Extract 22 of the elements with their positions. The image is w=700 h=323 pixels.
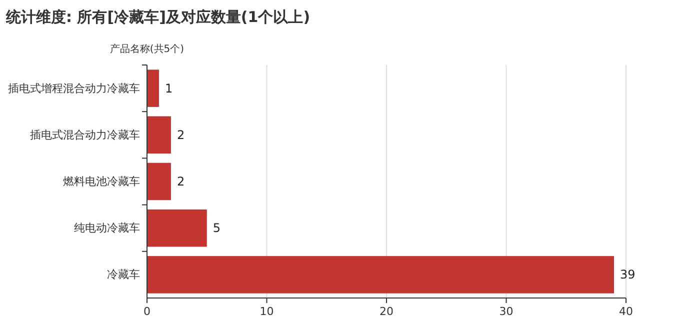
bar bbox=[147, 256, 614, 294]
x-tick-label: 0 bbox=[144, 305, 150, 318]
x-tick-label: 20 bbox=[380, 305, 394, 318]
bar bbox=[147, 116, 171, 154]
x-tick-label: 40 bbox=[619, 305, 633, 318]
y-axis-title: 产品名称(共5个) bbox=[110, 43, 184, 55]
y-tick-label: 插电式增程混合动力冷藏车 bbox=[8, 82, 140, 95]
data-label: 5 bbox=[212, 221, 221, 236]
y-tick-label: 燃料电池冷藏车 bbox=[63, 175, 140, 188]
x-tick-label: 30 bbox=[499, 305, 514, 318]
bar bbox=[147, 209, 207, 247]
data-label: 2 bbox=[176, 128, 185, 142]
y-tick-label: 纯电动冷藏车 bbox=[74, 222, 140, 235]
bar bbox=[147, 70, 159, 107]
y-tick-label: 冷藏车 bbox=[107, 268, 140, 282]
x-tick-label: 10 bbox=[260, 305, 274, 318]
chart-title: 统计维度: 所有[冷藏车]及对应数量(1个以上) bbox=[5, 8, 310, 26]
data-label: 39 bbox=[620, 268, 636, 282]
data-label: 1 bbox=[164, 81, 173, 96]
y-tick-label: 插电式混合动力冷藏车 bbox=[30, 128, 140, 142]
data-label: 2 bbox=[176, 174, 185, 188]
bar bbox=[147, 162, 171, 200]
